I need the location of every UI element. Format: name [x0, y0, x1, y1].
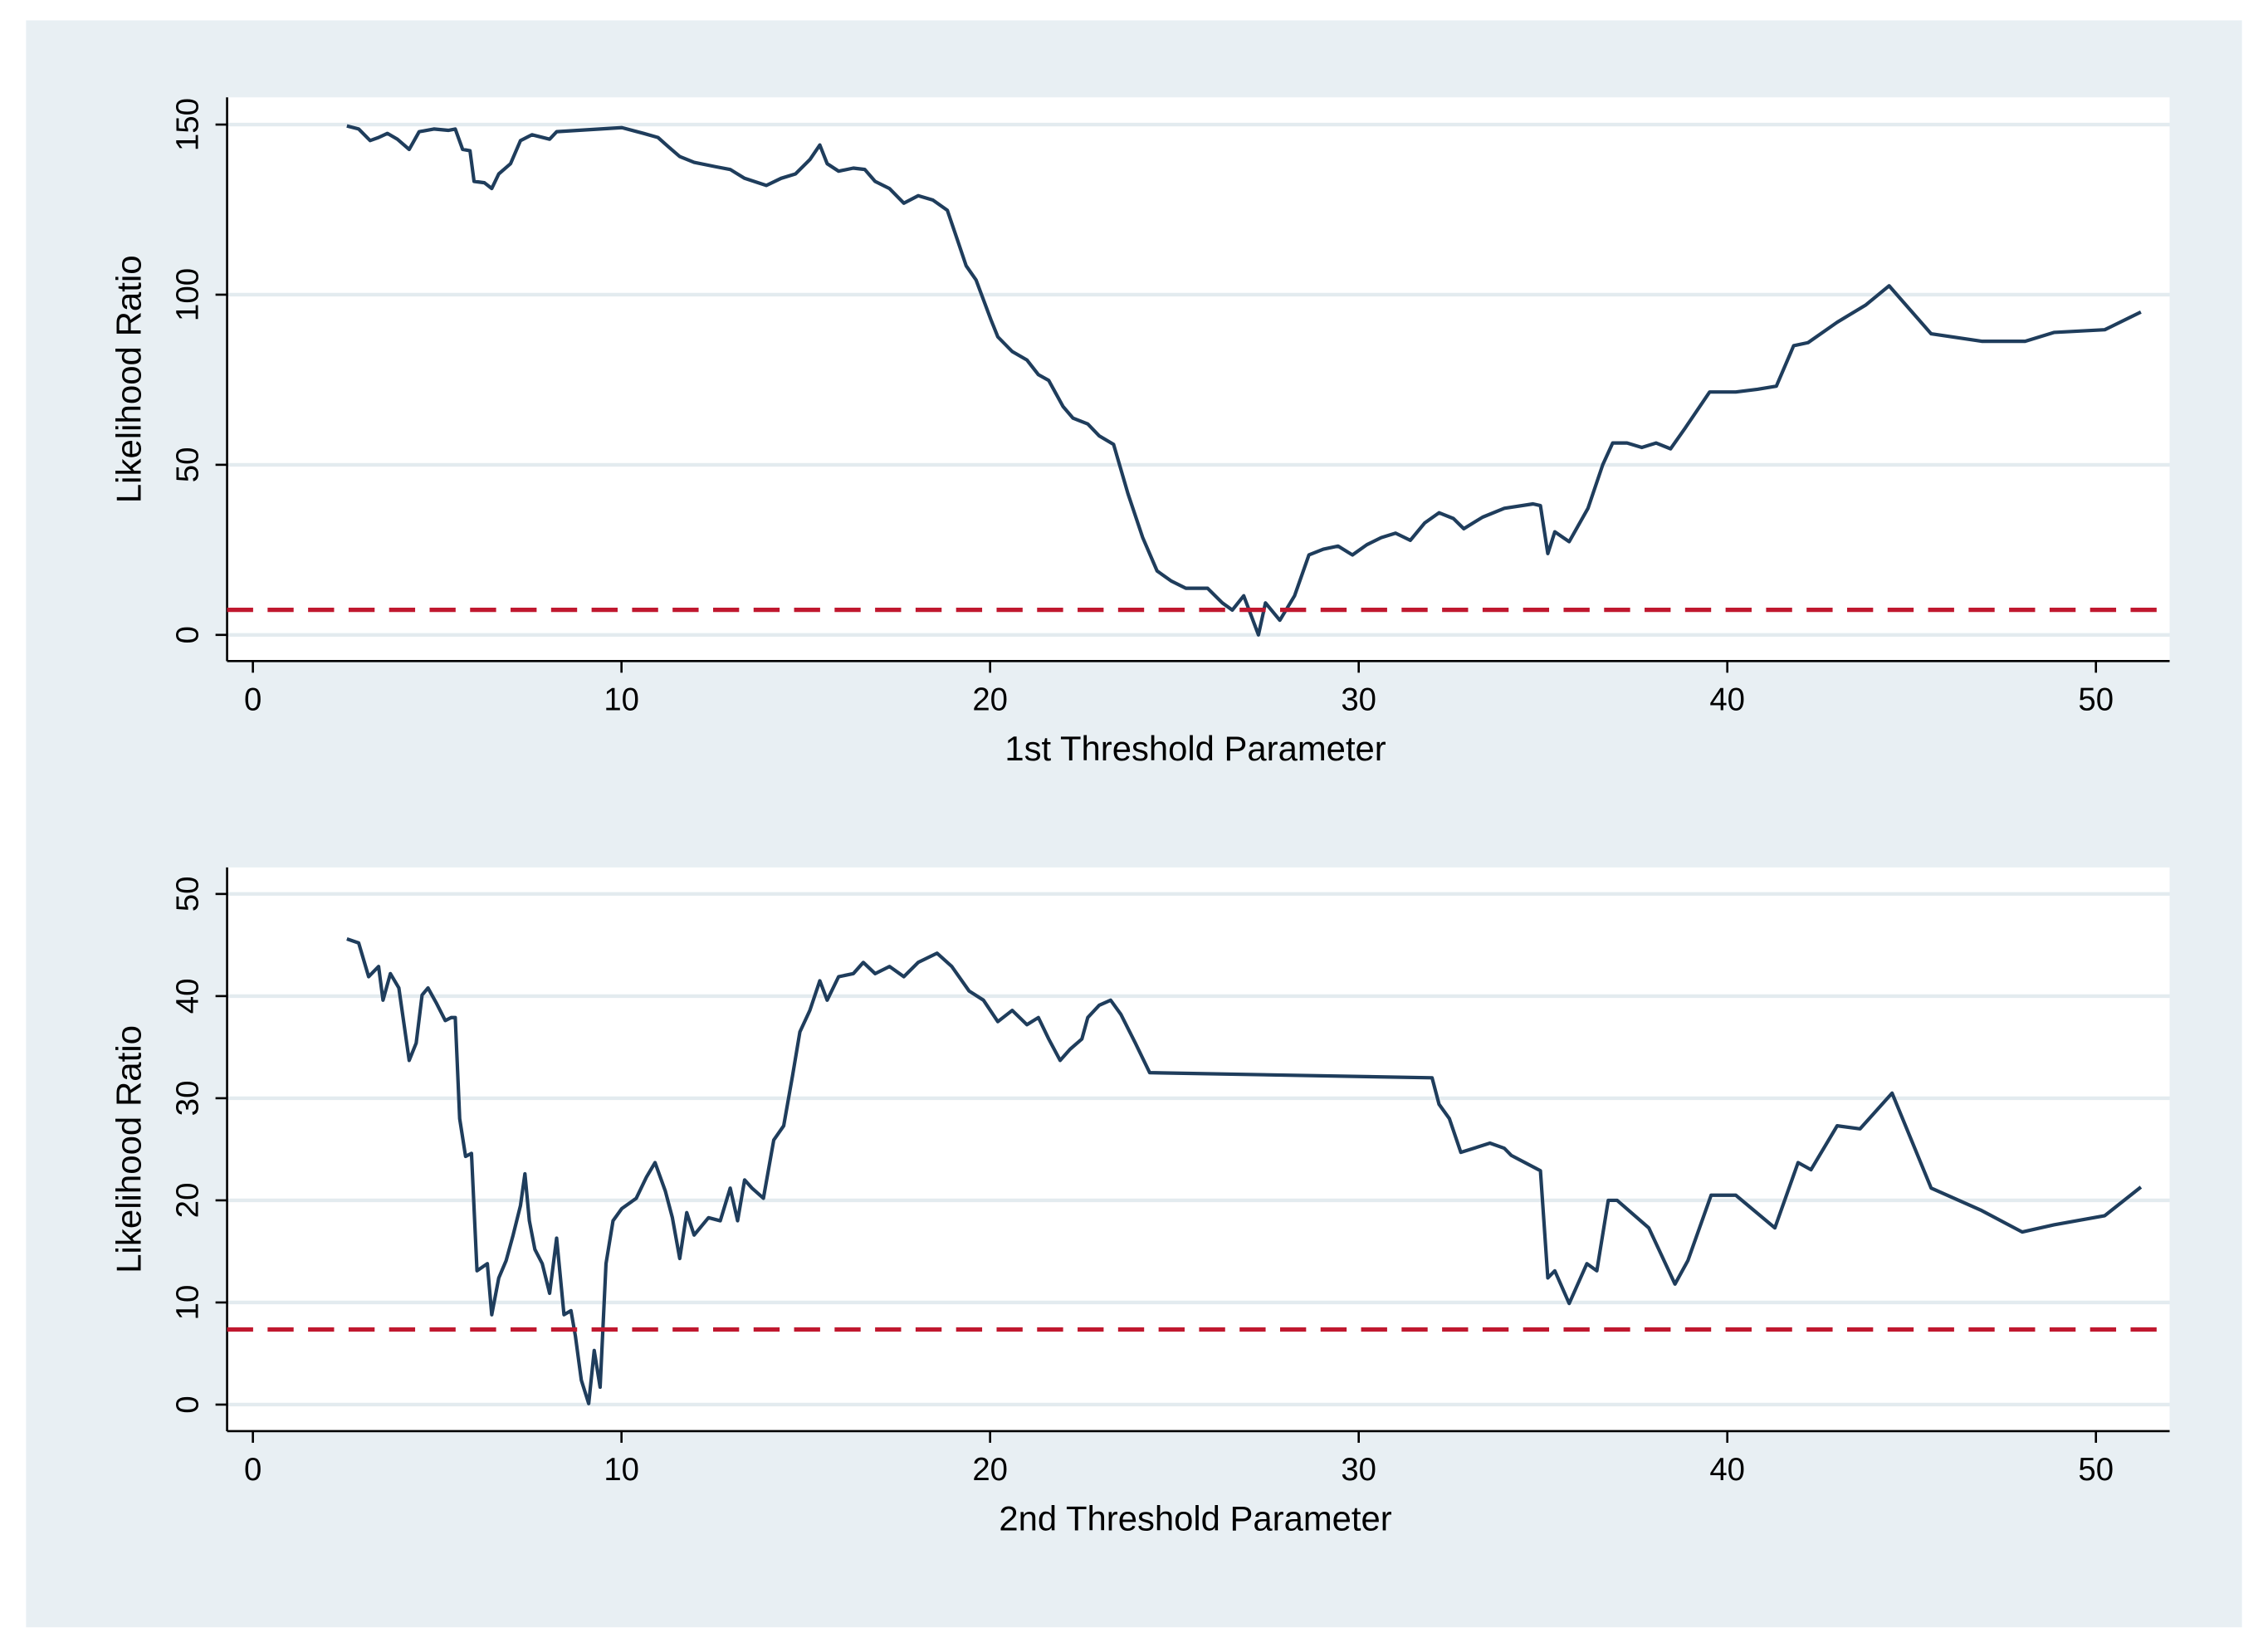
- x-tick-label: 20: [972, 682, 1008, 717]
- y-axis-label: Likelihood Ratio: [110, 1025, 149, 1273]
- x-tick-label: 30: [1341, 682, 1376, 717]
- y-tick-label: 10: [169, 1285, 205, 1321]
- y-tick-label: 0: [169, 626, 205, 643]
- x-tick-label: 40: [1709, 682, 1745, 717]
- x-tick-label: 10: [604, 682, 639, 717]
- x-tick-label: 40: [1709, 1452, 1745, 1488]
- x-tick-label: 0: [244, 682, 262, 717]
- x-tick-label: 0: [244, 1452, 262, 1488]
- data-line: [346, 937, 2143, 1405]
- x-tick-label: 20: [972, 1452, 1008, 1488]
- y-tick-label: 50: [169, 447, 205, 482]
- y-tick-label: 50: [169, 876, 205, 912]
- y-tick-label: 40: [169, 978, 205, 1014]
- x-tick-label: 10: [604, 1452, 639, 1488]
- data-line: [346, 124, 2142, 637]
- y-axis-label: Likelihood Ratio: [110, 255, 149, 503]
- x-tick-label: 30: [1341, 1452, 1376, 1488]
- x-tick-label: 50: [2078, 1452, 2114, 1488]
- y-tick-label: 100: [169, 268, 205, 321]
- y-tick-label: 20: [169, 1183, 205, 1219]
- x-axis-label: 2nd Threshold Parameter: [999, 1498, 1391, 1537]
- y-tick-label: 150: [169, 98, 205, 151]
- y-tick-label: 0: [169, 1395, 205, 1413]
- plot-area: [227, 97, 2170, 662]
- y-tick-label: 30: [169, 1080, 205, 1116]
- x-axis-label: 1st Threshold Parameter: [1004, 729, 1386, 768]
- x-tick-label: 50: [2078, 682, 2114, 717]
- plot-area: [227, 867, 2170, 1431]
